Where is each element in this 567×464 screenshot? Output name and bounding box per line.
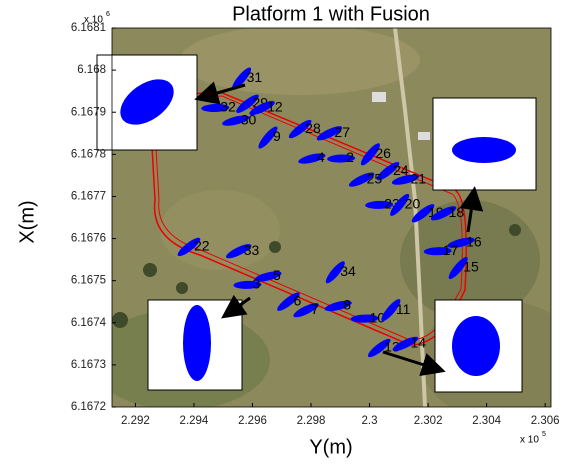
landmark-label: 18 (449, 204, 465, 220)
landmark-label: 8 (343, 297, 351, 313)
landmark-estimate (201, 103, 230, 113)
landmark-label: 12 (267, 99, 283, 115)
landmark-estimate (232, 67, 252, 90)
landmark-estimate (448, 257, 468, 280)
landmark-estimate (277, 292, 300, 311)
landmark-label: 20 (405, 196, 421, 212)
landmark-estimate (430, 206, 457, 221)
landmark-label: 9 (273, 128, 281, 144)
y-tick-label: 6.1677 (71, 190, 106, 202)
landmark-label: 14 (411, 335, 427, 351)
landmark-label: 28 (305, 120, 321, 136)
landmark-estimate (298, 153, 326, 164)
x-multiplier: x 10 (520, 435, 539, 446)
y-tick-label: 6.1674 (71, 317, 107, 329)
landmark-estimate (411, 204, 435, 223)
plot-frame (111, 27, 552, 408)
landmark-estimate (233, 280, 262, 289)
insets (96, 54, 537, 393)
y-tick-label: 6.168 (77, 64, 106, 76)
landmark-label: 3 (252, 276, 260, 292)
x-tick-label: 2.3 (362, 415, 378, 427)
x-multiplier-exponent: 5 (542, 431, 546, 438)
landmark-estimate (360, 143, 380, 166)
y-multiplier: x 10 (84, 15, 103, 26)
y-tick-label: 6.1678 (71, 148, 106, 160)
landmark-estimate (254, 271, 282, 282)
landmark-estimate (350, 314, 379, 323)
landmark-estimate (225, 244, 252, 259)
y-axis-label: X(m) (16, 200, 38, 243)
landmark-estimate (327, 154, 356, 163)
landmark-label: 34 (340, 263, 356, 279)
landmark-estimate (236, 94, 259, 113)
y-tick-label: 6.1676 (71, 233, 106, 245)
landmark-label: 2 (346, 149, 354, 165)
x-tick-label: 2.292 (121, 415, 150, 427)
landmark-estimate (288, 119, 312, 139)
y-tick-label: 6.1672 (71, 401, 106, 413)
y-tick-label: 6.1673 (71, 359, 106, 371)
landmark-estimate (324, 300, 352, 312)
landmark-estimate (391, 174, 420, 185)
landmark-estimate (177, 237, 201, 257)
x-tick-label: 2.294 (180, 415, 209, 427)
landmark-label: 24 (393, 162, 409, 178)
x-tick-label: 2.296 (238, 415, 267, 427)
landmark-estimate (392, 336, 419, 351)
landmark-label: 25 (367, 170, 383, 186)
landmark-estimate (222, 115, 250, 126)
landmark-estimate (447, 237, 475, 248)
landmark-label: 5 (273, 267, 281, 283)
landmark-label: 11 (396, 301, 411, 317)
axes: 2.292 2.294 2.296 2.298 2.3 2.302 2.304 2.306 6.… (71, 22, 560, 427)
landmark-estimate (381, 299, 401, 322)
x-tick-label: 2.298 (297, 415, 326, 427)
x-tick-label: 2.306 (531, 415, 560, 427)
landmark-label: 33 (244, 242, 260, 258)
y-tick-label: 6.1675 (71, 275, 106, 287)
x-tick-label: 2.304 (472, 415, 501, 427)
y-multiplier-exponent: 6 (106, 11, 110, 18)
landmark-estimate (258, 126, 278, 149)
landmark-estimate (348, 172, 375, 187)
landmark-label: 32 (220, 99, 236, 115)
landmark-estimate (390, 193, 410, 216)
landmark-estimate (249, 100, 275, 116)
landmark-label: 21 (411, 170, 427, 186)
landmark-label: 16 (466, 233, 482, 249)
landmark-label: 31 (247, 69, 263, 85)
landmark-label: 7 (311, 301, 319, 317)
landmark-estimate (325, 261, 345, 284)
landmark-label: 22 (194, 238, 210, 254)
landmark-label: 10 (370, 309, 386, 325)
landmark-estimate (293, 303, 319, 318)
landmark-estimate (423, 247, 452, 256)
landmark-label: 27 (334, 124, 350, 140)
y-tick-label: 6.1681 (71, 22, 106, 34)
landmark-label: 17 (443, 242, 459, 258)
chart-title: Platform 1 with Fusion (232, 3, 430, 25)
landmark-label: 15 (463, 259, 479, 275)
landmark-label: 30 (241, 111, 257, 127)
landmark-label: 6 (293, 292, 301, 308)
landmark-label: 4 (317, 149, 325, 165)
x-tick-label: 2.302 (414, 415, 443, 427)
landmark-estimate (365, 200, 394, 209)
landmark-label: 26 (375, 145, 391, 161)
y-tick-label: 6.1679 (71, 106, 106, 118)
landmark-estimate (367, 338, 391, 358)
landmark-estimate (316, 126, 343, 141)
landmark-estimate (376, 162, 400, 181)
x-axis-label: Y(m) (309, 436, 352, 458)
